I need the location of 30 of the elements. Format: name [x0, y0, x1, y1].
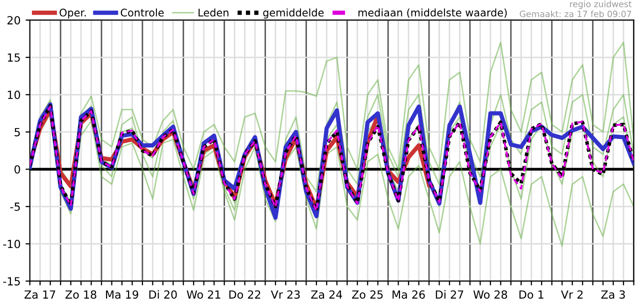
y-tick-label: -5 — [10, 202, 20, 211]
y-tick-label: 5 — [14, 128, 20, 136]
x-tick-label: Do 1 — [519, 290, 544, 299]
x-tick-label: Za 24 — [311, 290, 342, 299]
x-tick-label: Zo 18 — [65, 290, 96, 299]
x-tick-label: Vr 2 — [561, 290, 583, 299]
legend-label: Oper. — [60, 8, 86, 19]
x-tick-label: Di 27 — [436, 290, 464, 299]
y-tick-label: 10 — [8, 90, 20, 100]
y-tick-label: -15 — [3, 277, 20, 286]
x-tick-label: Za 17 — [24, 290, 56, 299]
text: Gemaakt: za 17 feb 09:07 — [520, 10, 632, 18]
legend-label: gemiddelde — [263, 8, 324, 19]
y-tick-label: -10 — [3, 240, 20, 248]
legend-label: Leden — [198, 8, 228, 17]
x-tick-label: Vr 23 — [270, 290, 300, 299]
x-tick-label: Wo 21 — [186, 290, 220, 299]
x-tick-label: Wo 28 — [473, 290, 508, 299]
y-tick-label: 0 — [14, 165, 20, 174]
x-tick-label: Zo 25 — [352, 290, 383, 299]
legend-label: Controle — [120, 8, 164, 17]
x-tick-label: Za 3 — [601, 290, 625, 299]
legend-label: mediaan (middelste waarde) — [358, 8, 507, 18]
x-tick-label: Di 20 — [149, 290, 177, 299]
text: regio zuidwest — [570, 0, 632, 9]
y-tick-label: 15 — [8, 54, 20, 62]
y-tick-label: 20 — [7, 16, 20, 24]
x-tick-label: Do 22 — [229, 290, 260, 299]
x-tick-label: Ma 26 — [392, 290, 425, 299]
x-tick-label: Ma 19 — [106, 290, 138, 299]
